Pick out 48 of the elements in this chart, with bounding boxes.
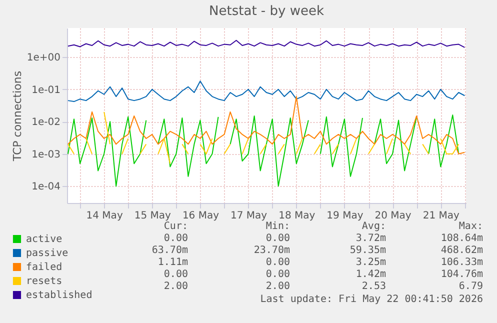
text: Avg: [362, 221, 386, 233]
legend-label: established [26, 290, 92, 301]
legend-label: resets [26, 276, 62, 287]
text: 0.00 [266, 257, 290, 269]
text: 2.53 [362, 281, 386, 293]
line-series [68, 96, 466, 154]
text: 23.70m [254, 245, 290, 257]
x-tick-label: 14 May [86, 210, 123, 222]
x-tick-label: 18 May [278, 210, 316, 222]
x-tick-label: 16 May [182, 210, 220, 222]
text: 0.00 [266, 269, 290, 281]
x-tick-label: 20 May [374, 210, 412, 222]
chart-title: Netstat - by week [209, 4, 324, 19]
text: Min: [266, 221, 290, 233]
y-tick-label: 1e-03 [32, 149, 60, 160]
x-tick-label: 15 May [134, 210, 172, 222]
text: 1.11m [158, 257, 188, 269]
legend-label: passive [26, 248, 68, 259]
text: 1.42m [356, 269, 386, 281]
y-tick-label: 1e-04 [32, 182, 60, 193]
text: 2.00 [164, 281, 188, 293]
text: 2.00 [266, 281, 290, 293]
text: 59.35m [350, 245, 386, 257]
text: 0.00 [266, 233, 290, 245]
text: Last update: Fri May 22 00:41:50 2026 [260, 294, 483, 306]
line-series [68, 40, 466, 48]
text: 108.64m [440, 233, 483, 245]
y-axis-title: TCP connections [10, 70, 24, 162]
text: Cur: [164, 221, 188, 233]
text: Max: [458, 221, 483, 233]
text: 0.00 [164, 269, 188, 281]
y-tick-label: 1e-02 [32, 117, 60, 128]
y-tick-label: 1e+00 [26, 52, 60, 64]
x-tick-label: 17 May [230, 210, 268, 222]
x-tick-label: 19 May [326, 210, 364, 222]
text: 3.25m [356, 257, 386, 269]
legend-label: active [26, 234, 62, 245]
line-series [68, 80, 466, 102]
legend-label: failed [26, 262, 62, 273]
y-tick-label: 1e-01 [32, 84, 60, 96]
text: 104.76m [440, 269, 483, 281]
text: 106.33m [440, 257, 483, 269]
text: 63.70m [152, 245, 188, 257]
text: 0.00 [164, 233, 188, 245]
text: 468.62m [440, 245, 483, 257]
text: 3.72m [356, 233, 386, 245]
x-tick-label: 21 May [422, 210, 460, 222]
text: 6.79 [458, 281, 483, 293]
